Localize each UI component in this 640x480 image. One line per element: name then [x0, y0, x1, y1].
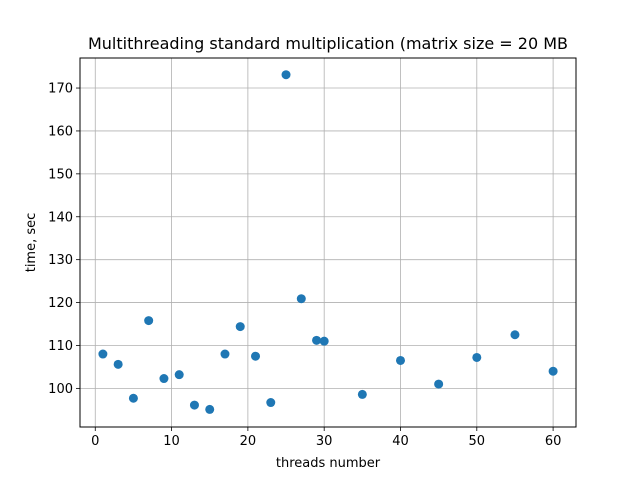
- x-tick-label: 60: [545, 434, 562, 449]
- data-point: [312, 335, 322, 345]
- data-point: [128, 393, 138, 403]
- y-tick-label: 100: [48, 382, 73, 397]
- data-point: [144, 316, 154, 326]
- data-point: [357, 389, 367, 399]
- axis-ticks: 0 10 20 30 40 50 60 100 110 120 130 140 150 160 170: [48, 82, 561, 449]
- y-tick-label: 160: [48, 124, 73, 139]
- data-point: [205, 404, 215, 414]
- data-point: [434, 379, 444, 389]
- data-point: [510, 330, 520, 340]
- data-point: [159, 374, 169, 384]
- chart-title: Multithreading standard multiplication (…: [88, 34, 568, 53]
- x-tick-label: 50: [469, 434, 486, 449]
- x-tick-label: 40: [392, 434, 409, 449]
- x-tick-label: 20: [240, 434, 257, 449]
- y-tick-label: 150: [48, 167, 73, 182]
- data-point: [472, 352, 482, 362]
- data-point: [220, 349, 230, 359]
- x-axis-label: threads number: [276, 456, 381, 471]
- y-tick-label: 110: [48, 339, 73, 354]
- y-tick-label: 120: [48, 296, 73, 311]
- y-tick-label: 130: [48, 253, 73, 268]
- y-tick-label: 140: [48, 210, 73, 225]
- y-tick-label: 170: [48, 82, 73, 97]
- data-point: [251, 351, 261, 361]
- data-point: [174, 370, 184, 380]
- y-axis-label: time, sec: [24, 213, 39, 273]
- plot-frame: [79, 57, 577, 428]
- x-tick-label: 10: [163, 434, 180, 449]
- data-point: [266, 398, 276, 408]
- data-point: [281, 70, 291, 80]
- data-point: [113, 359, 123, 369]
- grid: [80, 58, 576, 427]
- x-tick-label: 0: [91, 434, 99, 449]
- data-point: [296, 294, 306, 304]
- data-point: [98, 349, 108, 359]
- data-point: [235, 322, 245, 332]
- data-points: [98, 70, 558, 414]
- data-point: [189, 400, 199, 410]
- data-point: [395, 355, 405, 365]
- data-point: [548, 366, 558, 376]
- data-point: [319, 336, 329, 346]
- x-tick-label: 30: [316, 434, 333, 449]
